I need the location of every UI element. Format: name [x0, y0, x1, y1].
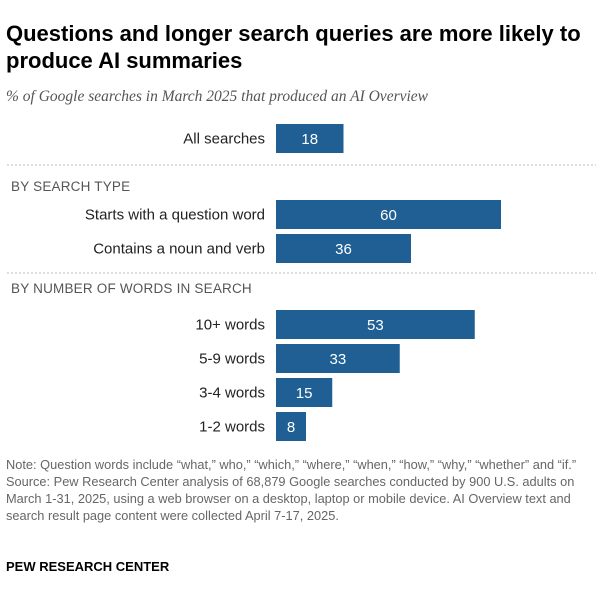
- bar: [276, 124, 344, 153]
- data-label: 33: [330, 351, 347, 368]
- bar-chart: All searches 18 BY SEARCH TYPE Starts with …: [7, 124, 596, 441]
- chart-subtitle: % of Google searches in March 2025 that …: [6, 88, 429, 105]
- footer-org: PEW RESEARCH CENTER: [6, 559, 170, 574]
- category-label: 1-2 words: [199, 419, 265, 436]
- data-label: 18: [301, 131, 318, 148]
- bar: [276, 378, 333, 407]
- bar: [276, 344, 400, 373]
- category-label: Starts with a question word: [85, 207, 265, 224]
- category-label: 3-4 words: [199, 385, 265, 402]
- bar: [276, 412, 306, 441]
- bar: [276, 234, 411, 263]
- category-label: 5-9 words: [199, 351, 265, 368]
- category-label: All searches: [183, 131, 265, 148]
- note-text: Note: Question words include “what,” who…: [6, 457, 577, 472]
- chart-title: Questions and longer search queries are …: [6, 21, 581, 73]
- data-label: 53: [367, 317, 384, 334]
- bar: [276, 310, 475, 339]
- data-label: 8: [287, 419, 295, 436]
- category-label: 10+ words: [195, 317, 265, 334]
- group-label: BY SEARCH TYPE: [11, 179, 130, 194]
- data-label: 15: [296, 385, 313, 402]
- source-text: Source: Pew Research Center analysis of …: [6, 474, 575, 523]
- data-label: 36: [335, 241, 352, 258]
- group-label: BY NUMBER OF WORDS IN SEARCH: [11, 281, 252, 296]
- notes-block: Note: Question words include “what,” who…: [6, 456, 598, 524]
- data-label: 60: [380, 207, 397, 224]
- category-label: Contains a noun and verb: [93, 241, 265, 258]
- bar: [276, 200, 501, 229]
